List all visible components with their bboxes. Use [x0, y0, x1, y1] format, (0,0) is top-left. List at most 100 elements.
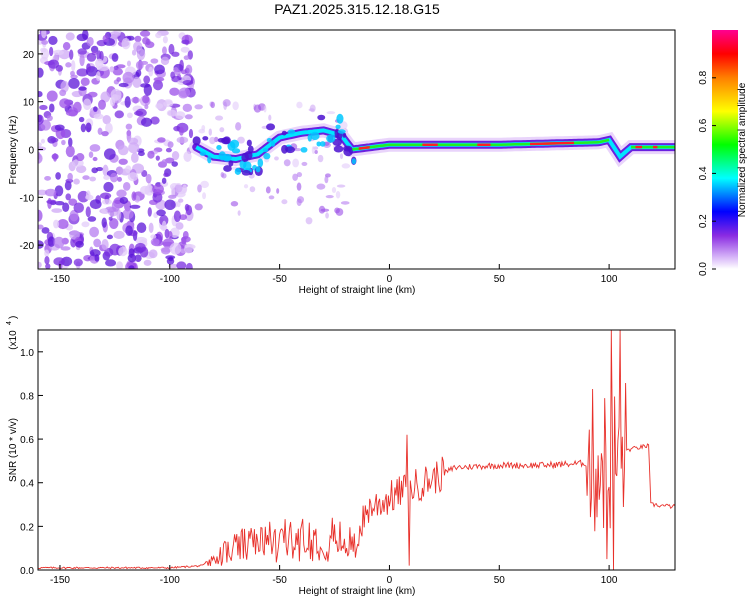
spectrogram-noise-blob	[160, 56, 170, 66]
spectrogram-noise-blob	[194, 203, 203, 211]
spectrogram-noise-blob	[152, 79, 164, 91]
spectrogram-noise-blob	[53, 236, 65, 249]
track-blob	[199, 151, 207, 156]
spectrogram-noise-blob	[94, 254, 100, 262]
spectrogram-noise-blob	[167, 141, 174, 149]
spectrogram-noise-blob	[276, 188, 280, 194]
spectrogram-noise-blob	[51, 208, 63, 213]
spectrogram-noise-blob	[148, 66, 154, 77]
spectrogram-noise-blob	[103, 181, 114, 193]
spectrogram-noise-blob	[65, 62, 72, 68]
spectrogram-noise-blob	[326, 111, 336, 115]
spectrogram-noise-blob	[178, 198, 184, 203]
track-blob	[255, 166, 261, 173]
spectrogram-noise-blob	[131, 191, 137, 201]
spectrogram-noise-blob	[127, 253, 137, 263]
spectrogram-noise-blob	[316, 183, 326, 190]
track-blob	[202, 136, 209, 141]
spectrogram-noise-blob	[183, 55, 190, 61]
spectrogram-noise-blob	[38, 261, 42, 269]
spectrogram-noise-blob	[59, 98, 71, 109]
spectrogram-noise-blob	[85, 122, 92, 133]
spectrogram-noise-blob	[188, 128, 194, 139]
y-tick-label: 10	[23, 98, 35, 109]
spectrogram-noise-blob	[98, 99, 106, 110]
spectrogram-noise-blob	[73, 202, 85, 214]
spectrogram-noise-blob	[166, 109, 177, 117]
x-tick-label: 50	[494, 274, 506, 285]
spectrogram-noise-blob	[92, 156, 98, 162]
spectrogram-noise-blob	[173, 210, 181, 223]
spectrogram-noise-blob	[125, 165, 132, 174]
spectrogram-noise-blob	[168, 194, 177, 199]
track-blob	[247, 145, 254, 153]
colorbar-tick-label: 0.6	[698, 118, 709, 132]
spectrogram-noise-blob	[237, 136, 245, 144]
spectrogram-noise-blob	[182, 103, 193, 112]
spectrogram-noise-blob	[157, 137, 166, 143]
spectrogram-noise-blob	[143, 75, 151, 84]
spectrogram-noise-blob	[76, 68, 89, 77]
snr-multiplier: (x10 4 )	[6, 316, 19, 350]
spectrogram-noise-blob	[182, 79, 194, 86]
snr-y-label: SNR (10 * v/v)	[8, 418, 19, 482]
spectrogram-noise-blob	[102, 34, 109, 43]
spectrogram-noise-blob	[292, 158, 300, 168]
spectrogram-noise-blob	[54, 201, 65, 206]
spectrogram-noise-blob	[281, 199, 288, 205]
spectrogram-noise-blob	[168, 263, 178, 269]
spectrogram-noise-blob	[301, 161, 308, 166]
spectrogram-noise-blob	[122, 182, 131, 191]
spectrogram-noise-blob	[274, 156, 279, 161]
x-tick-label: 0	[387, 575, 393, 586]
snr-panel: -150 -100 -50 0 50 100 0.0 0.2 0.4 0.6 0.8 1.0 Hei…	[6, 316, 676, 597]
spectrogram-noise-blob	[341, 163, 351, 169]
x-tick-label: -150	[50, 274, 70, 285]
spectrogram-noise-blob	[93, 238, 102, 248]
snr-x-axis: -150 -100 -50 0 50 100	[50, 565, 618, 586]
spectrogram-noise-blob	[53, 257, 65, 266]
y-tick-label: 0.2	[20, 522, 34, 533]
spectrogram-noise-blob	[86, 63, 91, 73]
spectrogram-noise-blob	[150, 116, 160, 125]
spectrogram-noise-blob	[297, 196, 305, 204]
spectrogram-noise-blob	[135, 60, 144, 70]
spectrogram-y-axis: -20 -10 0 10 20	[20, 50, 43, 252]
track-blob	[281, 130, 287, 136]
spectrogram-noise-blob	[70, 70, 75, 77]
spectrogram-noise-blob	[118, 246, 128, 257]
track-blob	[228, 160, 234, 167]
spectrogram-noise-blob	[178, 87, 191, 98]
spectrogram-noise-blob	[44, 188, 57, 197]
spectrogram-noise-blob	[325, 195, 334, 199]
spectrogram-noise-blob	[141, 169, 148, 178]
spectrogram-noise-blob	[155, 103, 164, 109]
spectrogram-x-axis: -150 -100 -50 0 50 100	[50, 264, 618, 285]
spectrogram-noise-blob	[171, 186, 176, 198]
spectrogram-noise-blob	[171, 150, 180, 161]
spectrogram-noise-blob	[47, 59, 60, 69]
spectrogram-noise-blob	[163, 100, 174, 108]
track-blob	[234, 167, 242, 175]
spectrogram-noise-blob	[209, 136, 216, 145]
spectrogram-noise-blob	[283, 159, 291, 167]
spectrogram-noise-blob	[39, 104, 48, 111]
spectrogram-y-label: Frequency (Hz)	[8, 116, 19, 185]
track-blob	[241, 169, 251, 176]
snr-series-line	[38, 330, 675, 570]
spectrogram-noise-blob	[121, 38, 131, 50]
spectrogram-noise-blob	[175, 222, 184, 230]
spectrogram-noise-blob	[38, 209, 43, 222]
spectrogram-noise-blob	[147, 207, 152, 217]
spectrogram-noise-blob	[139, 83, 151, 88]
track-blob	[243, 161, 252, 171]
track-blob	[229, 139, 240, 149]
spectrogram-noise-blob	[164, 199, 176, 211]
spectrogram-noise-blob	[163, 172, 169, 177]
spectrogram-noise-blob	[340, 201, 350, 205]
track-blob	[300, 146, 308, 153]
snr-multiplier-close: )	[8, 316, 19, 319]
snr-x-label: Height of straight line (km)	[299, 586, 416, 597]
snr-multiplier-label: (x10	[8, 330, 19, 350]
spectrogram-noise-blob	[155, 155, 160, 161]
